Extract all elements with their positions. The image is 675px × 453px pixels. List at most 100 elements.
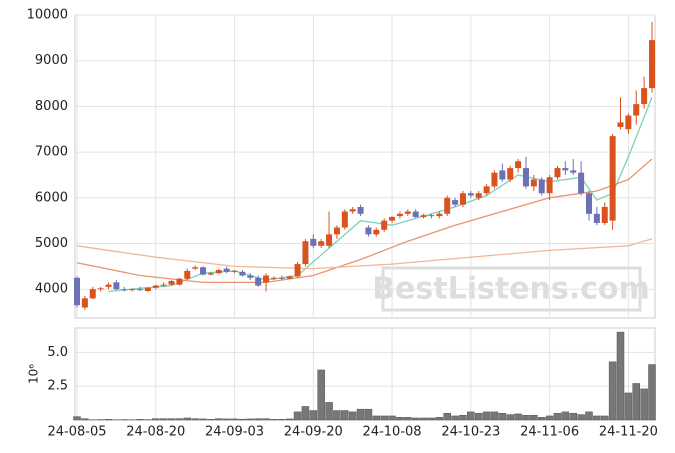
- candle-body: [554, 168, 560, 177]
- volume-bar: [286, 419, 293, 420]
- volume-bar: [420, 418, 427, 420]
- volume-bar: [239, 419, 246, 420]
- candle-body: [169, 281, 175, 285]
- y-tick-label: 5.0: [47, 345, 68, 360]
- volume-bar: [570, 413, 577, 420]
- volume-bar: [81, 419, 88, 420]
- candle-body: [373, 230, 379, 235]
- candle-body: [208, 273, 214, 274]
- candle-body: [106, 285, 112, 287]
- candle-body: [90, 289, 96, 298]
- candle-body: [74, 278, 80, 305]
- candle-body: [113, 282, 119, 289]
- candle-body: [547, 177, 553, 193]
- volume-bar: [223, 419, 230, 420]
- volume-bar: [176, 419, 183, 420]
- candle-body: [98, 288, 104, 289]
- candle-body: [484, 186, 490, 193]
- candle-body: [255, 278, 261, 286]
- x-tick-label: 24-11-20: [599, 425, 658, 440]
- candle-body: [279, 278, 285, 279]
- candle-body: [476, 193, 482, 198]
- candle-body: [570, 170, 576, 172]
- volume-bar: [452, 416, 459, 420]
- candle-body: [562, 168, 568, 170]
- candle-body: [263, 275, 269, 282]
- volume-bar: [499, 413, 506, 420]
- y-tick-label: 5000: [35, 236, 68, 251]
- volume-bar: [263, 419, 270, 420]
- y-tick-label: 2.5: [47, 379, 68, 394]
- candle-body: [507, 168, 513, 179]
- candle-body: [137, 289, 143, 290]
- y-tick-label: 4000: [35, 282, 68, 297]
- candle-body: [184, 271, 190, 279]
- volume-bar: [168, 419, 175, 420]
- candle-body: [625, 116, 631, 130]
- volume-bar: [467, 412, 474, 420]
- candle-body: [499, 170, 505, 179]
- volume-bar: [333, 411, 340, 420]
- candle-body: [224, 269, 230, 272]
- volume-bar: [365, 409, 372, 420]
- volume-bar: [310, 411, 317, 420]
- volume-bar: [137, 419, 144, 420]
- volume-bar: [207, 419, 214, 420]
- candle-body: [436, 214, 442, 216]
- candle-body: [302, 241, 308, 264]
- volume-bar: [247, 419, 254, 420]
- volume-bar: [515, 414, 522, 420]
- volume-bar: [593, 416, 600, 420]
- x-tick-label: 24-10-08: [363, 425, 422, 440]
- volume-bar: [578, 415, 585, 420]
- candle-body: [641, 88, 647, 104]
- volume-bar: [373, 416, 380, 420]
- candle-body: [350, 209, 356, 211]
- volume-bar: [200, 419, 207, 420]
- x-tick-label: 24-11-06: [520, 425, 579, 440]
- volume-bar: [160, 419, 167, 420]
- candle-body: [397, 214, 403, 216]
- candle-body: [405, 212, 411, 214]
- volume-bar: [491, 412, 498, 420]
- volume-bar: [562, 412, 569, 420]
- volume-bar: [444, 413, 451, 420]
- y-tick-label: 9000: [35, 53, 68, 68]
- candle-body: [239, 272, 245, 276]
- volume-bar: [278, 419, 285, 420]
- candle-body: [515, 161, 521, 168]
- volume-panel: [75, 328, 655, 420]
- candle-body: [295, 264, 301, 276]
- candle-body: [232, 271, 238, 272]
- volume-bar: [475, 413, 482, 420]
- candle-body: [192, 267, 198, 268]
- x-tick-label: 24-10-23: [441, 425, 500, 440]
- volume-bar: [255, 419, 262, 420]
- volume-bar: [530, 415, 537, 420]
- candle-body: [389, 217, 395, 221]
- volume-bar: [349, 412, 356, 420]
- volume-bar: [341, 411, 348, 420]
- volume-bar: [326, 402, 333, 420]
- volume-bar: [609, 362, 616, 420]
- candle-body: [539, 180, 545, 194]
- x-tick-label: 24-09-03: [205, 425, 264, 440]
- candle-body: [121, 289, 127, 290]
- candle-body: [594, 214, 600, 223]
- candle-body: [649, 40, 655, 88]
- volume-bar: [192, 419, 199, 420]
- volume-bar: [436, 417, 443, 420]
- volume-bar: [231, 419, 238, 420]
- volume-bar: [649, 365, 656, 420]
- volume-bar: [428, 418, 435, 420]
- volume-bar: [302, 406, 309, 420]
- x-tick-label: 24-08-20: [126, 425, 185, 440]
- candle-body: [428, 215, 434, 216]
- candle-body: [358, 207, 364, 214]
- volume-bar: [294, 412, 301, 420]
- volume-bar: [538, 417, 545, 420]
- y-tick-label: 8000: [35, 99, 68, 114]
- candle-body: [468, 193, 474, 195]
- volume-bar: [389, 416, 396, 420]
